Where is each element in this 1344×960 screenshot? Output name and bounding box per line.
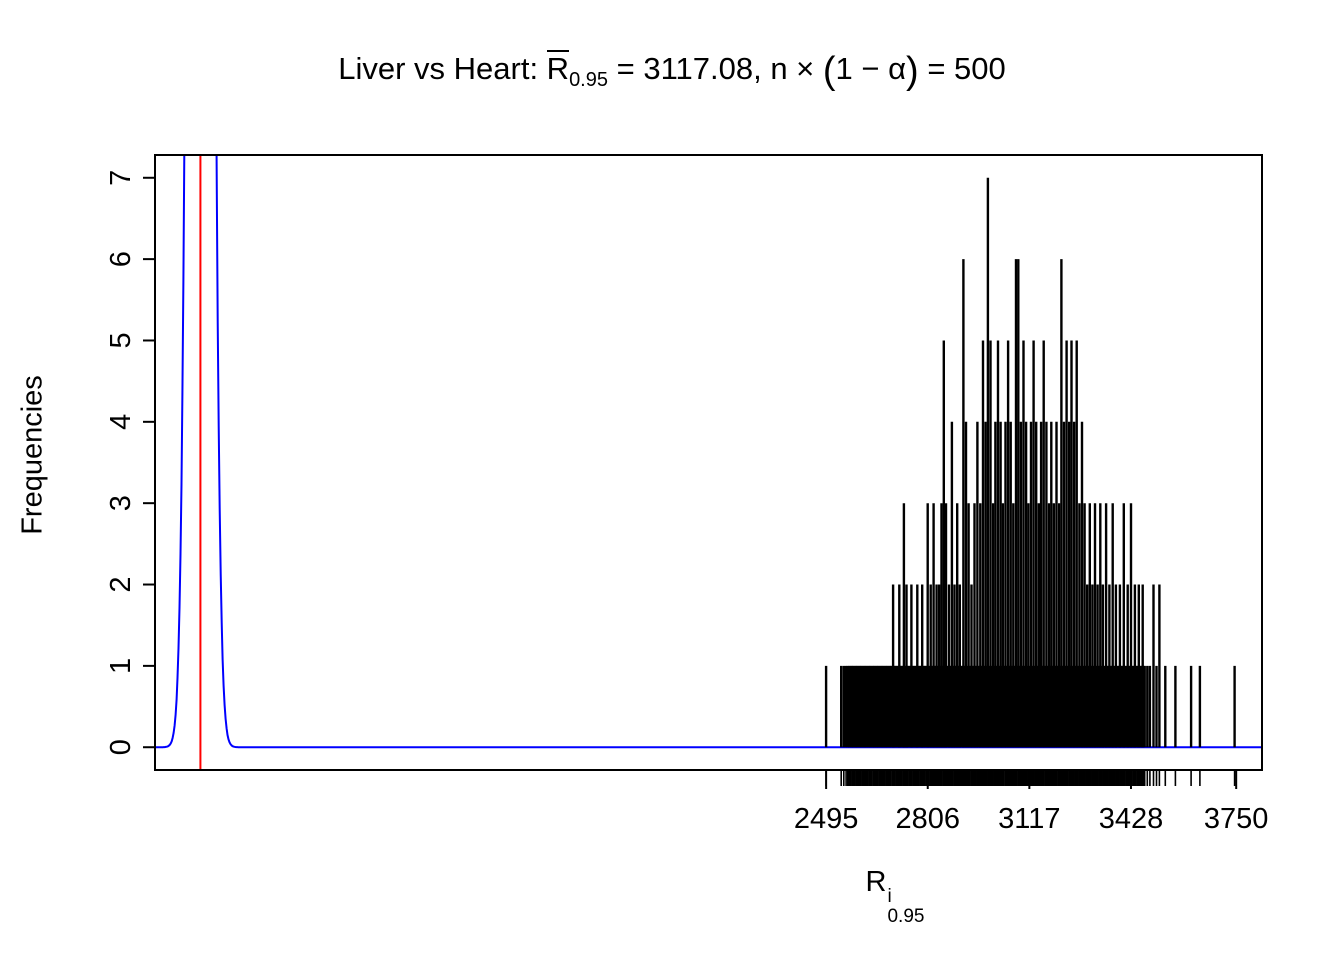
title-rbar-subscript: 0.95 — [569, 69, 608, 92]
x-tick-label: 3750 — [1204, 803, 1269, 835]
y-axis-ticks — [143, 176, 155, 749]
y-tick-label: 1 — [105, 658, 137, 674]
x-tick-label: 3428 — [1099, 803, 1164, 835]
title-paren-content: 1 − α — [835, 51, 907, 86]
y-tick-label: 0 — [105, 739, 137, 755]
title-n-times: n × — [770, 51, 823, 86]
title-close-paren: ) — [906, 50, 919, 92]
x-axis-subscript: 0.95 — [887, 905, 925, 927]
x-tick-label: 3117 — [998, 803, 1060, 835]
x-tick-label: 2806 — [895, 803, 960, 835]
y-tick-label: 2 — [105, 576, 137, 592]
y-tick-label: 6 — [105, 251, 137, 267]
title-stat-equation: = 3117.08, — [608, 51, 771, 86]
plot-box — [154, 154, 1263, 771]
title-tail: = 500 — [918, 51, 1006, 86]
x-axis-scripts: i 0.95 — [887, 887, 924, 927]
x-tick-labels: 2495 2806 3117 3428 3750 — [794, 803, 1269, 835]
title-rbar-symbol: R0.95 — [546, 50, 608, 91]
y-tick-label: 7 — [105, 170, 137, 186]
title-rbar-overline: R — [546, 50, 570, 86]
chart-title: Liver vs Heart: R0.95 = 3117.08, n × (1 … — [0, 50, 1344, 93]
y-tick-labels: 0 1 2 3 4 5 6 7 — [105, 170, 137, 756]
x-axis-symbol: R — [865, 866, 887, 898]
title-open-paren: ( — [822, 50, 836, 92]
x-axis-superscript: i — [887, 886, 892, 907]
title-lead: Liver vs Heart: — [338, 51, 547, 86]
y-tick-label: 4 — [105, 414, 137, 430]
x-axis-rug-ticks — [825, 770, 1236, 786]
frequency-spikes — [824, 177, 1236, 748]
x-tick-label: 2495 — [794, 803, 859, 835]
plot-clipped-layer — [155, 155, 1262, 770]
y-tick-label: 5 — [105, 332, 137, 348]
y-tick-label: 3 — [105, 495, 137, 511]
x-axis-ticks — [825, 770, 1238, 789]
